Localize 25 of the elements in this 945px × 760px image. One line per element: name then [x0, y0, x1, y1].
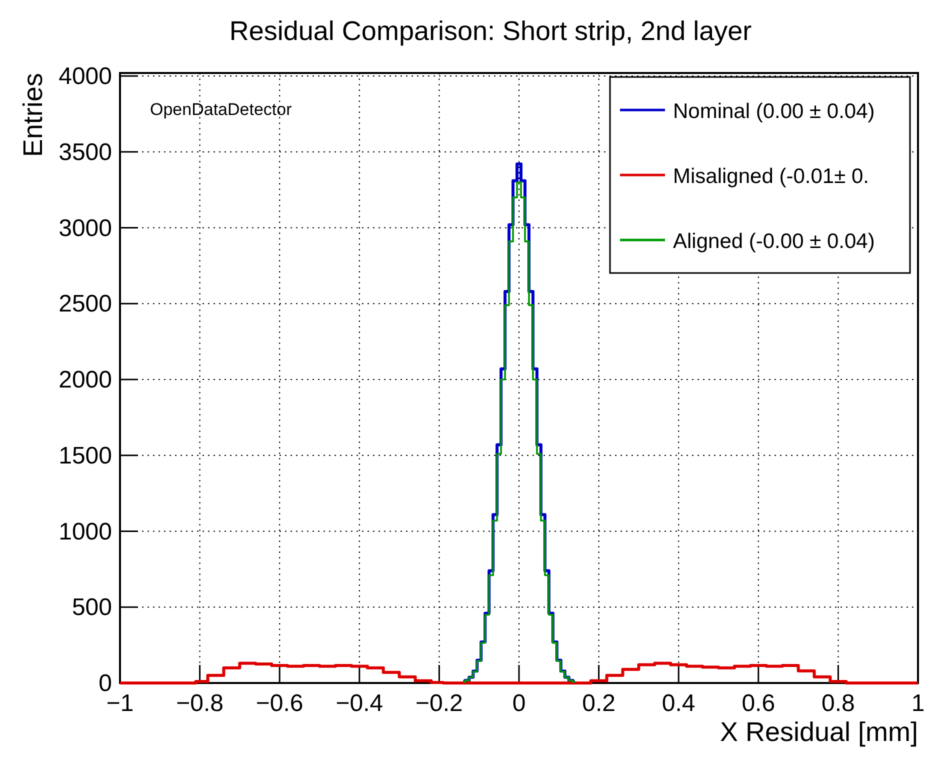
x-axis-title: X Residual [mm]	[720, 717, 918, 747]
x-tick-label: 0.8	[822, 690, 855, 717]
y-axis-title: Entries	[18, 73, 48, 158]
y-tick-label: 3000	[58, 214, 112, 242]
legend-label: Nominal (0.00 ± 0.04)	[673, 100, 875, 123]
x-tick-label: −0.4	[336, 690, 384, 717]
y-tick-label: 2500	[58, 290, 112, 318]
x-tick-label: −0.8	[176, 690, 224, 717]
y-tick-label: 500	[72, 594, 112, 622]
y-tick-label: 1000	[58, 518, 112, 546]
legend-label: Misaligned (-0.01± 0.	[673, 165, 869, 188]
y-tick-label: 4000	[58, 63, 112, 90]
x-tick-label: 0.6	[742, 690, 776, 717]
x-tick-label: −0.6	[256, 690, 304, 717]
annotation: OpenDataDetector	[150, 100, 292, 119]
y-tick-label: 2000	[58, 366, 112, 394]
chart-title: Residual Comparison: Short strip, 2nd layer	[229, 16, 752, 46]
legend-label: Aligned (-0.00 ± 0.04)	[673, 230, 875, 253]
x-tick-label: 1	[911, 690, 925, 717]
x-tick-label: 0.2	[582, 690, 616, 717]
y-tick-label: 3500	[58, 138, 112, 166]
y-tick-label: 1500	[58, 442, 112, 470]
x-tick-label: 0	[512, 690, 526, 717]
x-tick-label: 0.4	[662, 690, 696, 717]
x-tick-label: −0.2	[416, 690, 463, 717]
